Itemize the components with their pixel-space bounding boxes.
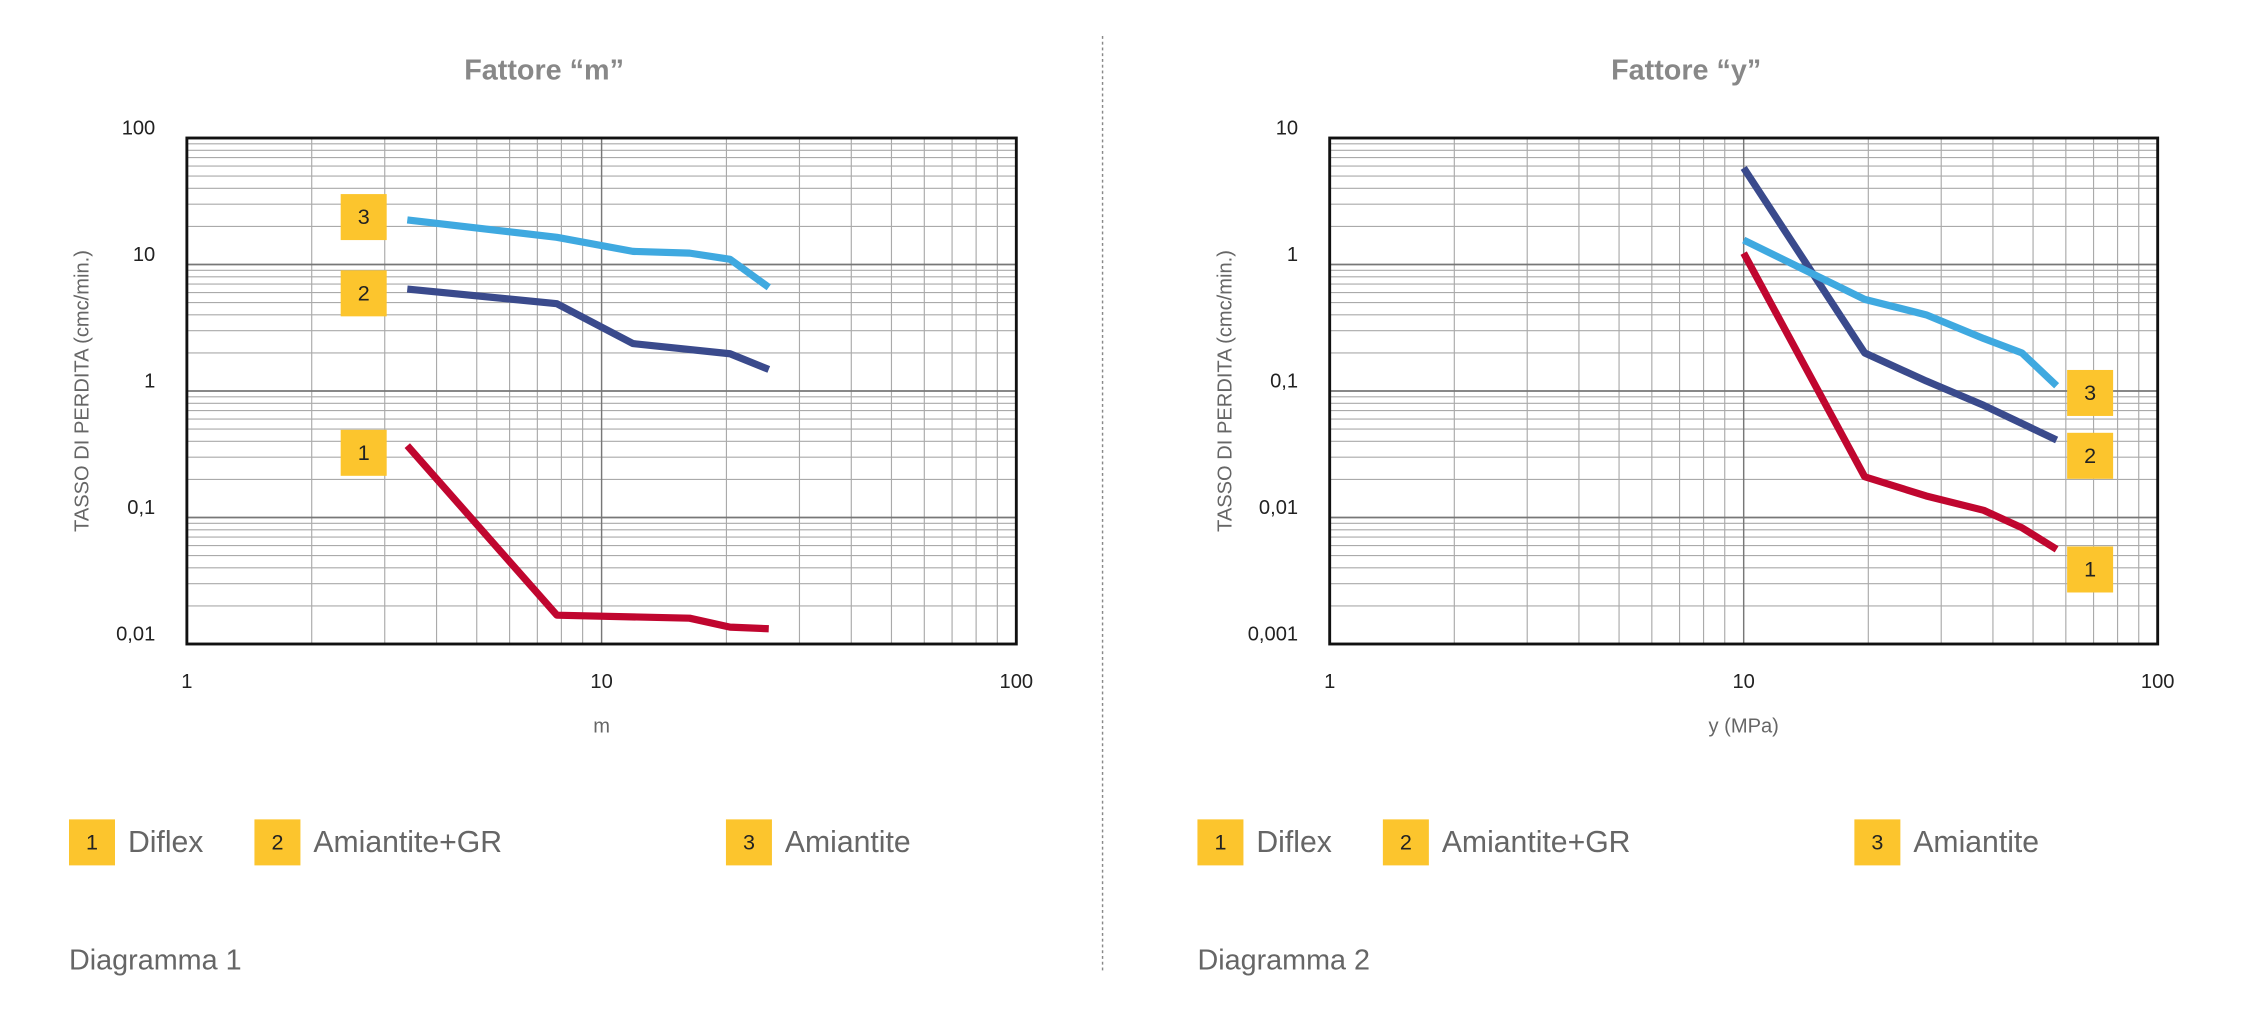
line-badge-label: 1 [2084,557,2096,582]
y-axis-label: TASSO DI PERDITA (cmc/min.) [1215,250,1237,532]
legend-label: Amiantite [785,826,911,859]
y-tick-label: 10 [1276,118,1298,140]
legend-swatch [69,819,115,866]
legend-label: Amiantite [1913,826,2039,859]
series-line [406,285,771,373]
line-badge-label: 2 [358,280,370,305]
plot-frame [185,136,1018,646]
line-badge [340,429,387,476]
legend-label: Diflex [1256,826,1331,859]
x-tick-label: 10 [1733,671,1755,693]
series-line [1740,251,2059,553]
legend-label: Amiantite+GR [313,826,502,859]
legend-swatch [725,819,772,866]
y-tick-label: 0,1 [127,497,155,519]
legend-swatch-label: 2 [1400,830,1412,855]
line-badge [2067,432,2114,479]
legend-swatch-label: 1 [1214,830,1226,855]
line-badge-label: 1 [358,440,370,465]
legend-swatch [1854,819,1901,866]
y-tick-label: 0,01 [1259,497,1298,519]
series-line [404,443,769,633]
line-badge [2067,546,2114,593]
x-tick-label: 100 [2141,671,2175,693]
chart-title: Fattore “m” [464,54,624,86]
legend-swatch-label: 1 [86,830,98,855]
series-line [1742,236,2060,389]
legend-swatch [1197,819,1244,866]
line-badge-label: 3 [2084,380,2096,405]
legend-label: Diflex [128,826,203,859]
legend-swatch-label: 3 [743,830,755,855]
y-tick-label: 1 [1287,244,1298,266]
y-axis-label: TASSO DI PERDITA (cmc/min.) [72,250,94,532]
line-badge-label: 3 [358,204,370,229]
y-tick-label: 0,1 [1270,371,1298,393]
line-badge-label: 2 [2084,443,2096,468]
caption: Diagramma 1 [69,944,242,976]
y-tick-label: 100 [122,118,156,140]
x-tick-label: 100 [1000,671,1034,693]
line-badge [340,194,387,241]
y-tick-label: 0,01 [116,624,155,646]
legend-label: Amiantite+GR [1442,826,1631,859]
legend-swatch [1382,819,1429,866]
x-tick-label: 1 [1324,671,1335,693]
x-axis-label: m [593,716,610,738]
plot-frame [1328,136,2160,646]
line-badge [2067,369,2114,416]
line-badge [340,270,387,317]
series-line [1740,165,2059,444]
y-tick-label: 1 [144,371,155,393]
chart-title: Fattore “y” [1611,54,1761,86]
y-tick-label: 10 [133,244,155,266]
caption: Diagramma 2 [1197,944,1370,976]
x-tick-label: 1 [181,671,192,693]
x-axis-label: y (MPa) [1708,716,1778,738]
series-line [406,216,771,291]
x-tick-label: 10 [590,671,612,693]
legend-swatch-label: 3 [1871,830,1883,855]
legend-swatch [254,819,301,866]
legend-swatch-label: 2 [271,830,283,855]
y-tick-label: 0,001 [1248,624,1298,646]
